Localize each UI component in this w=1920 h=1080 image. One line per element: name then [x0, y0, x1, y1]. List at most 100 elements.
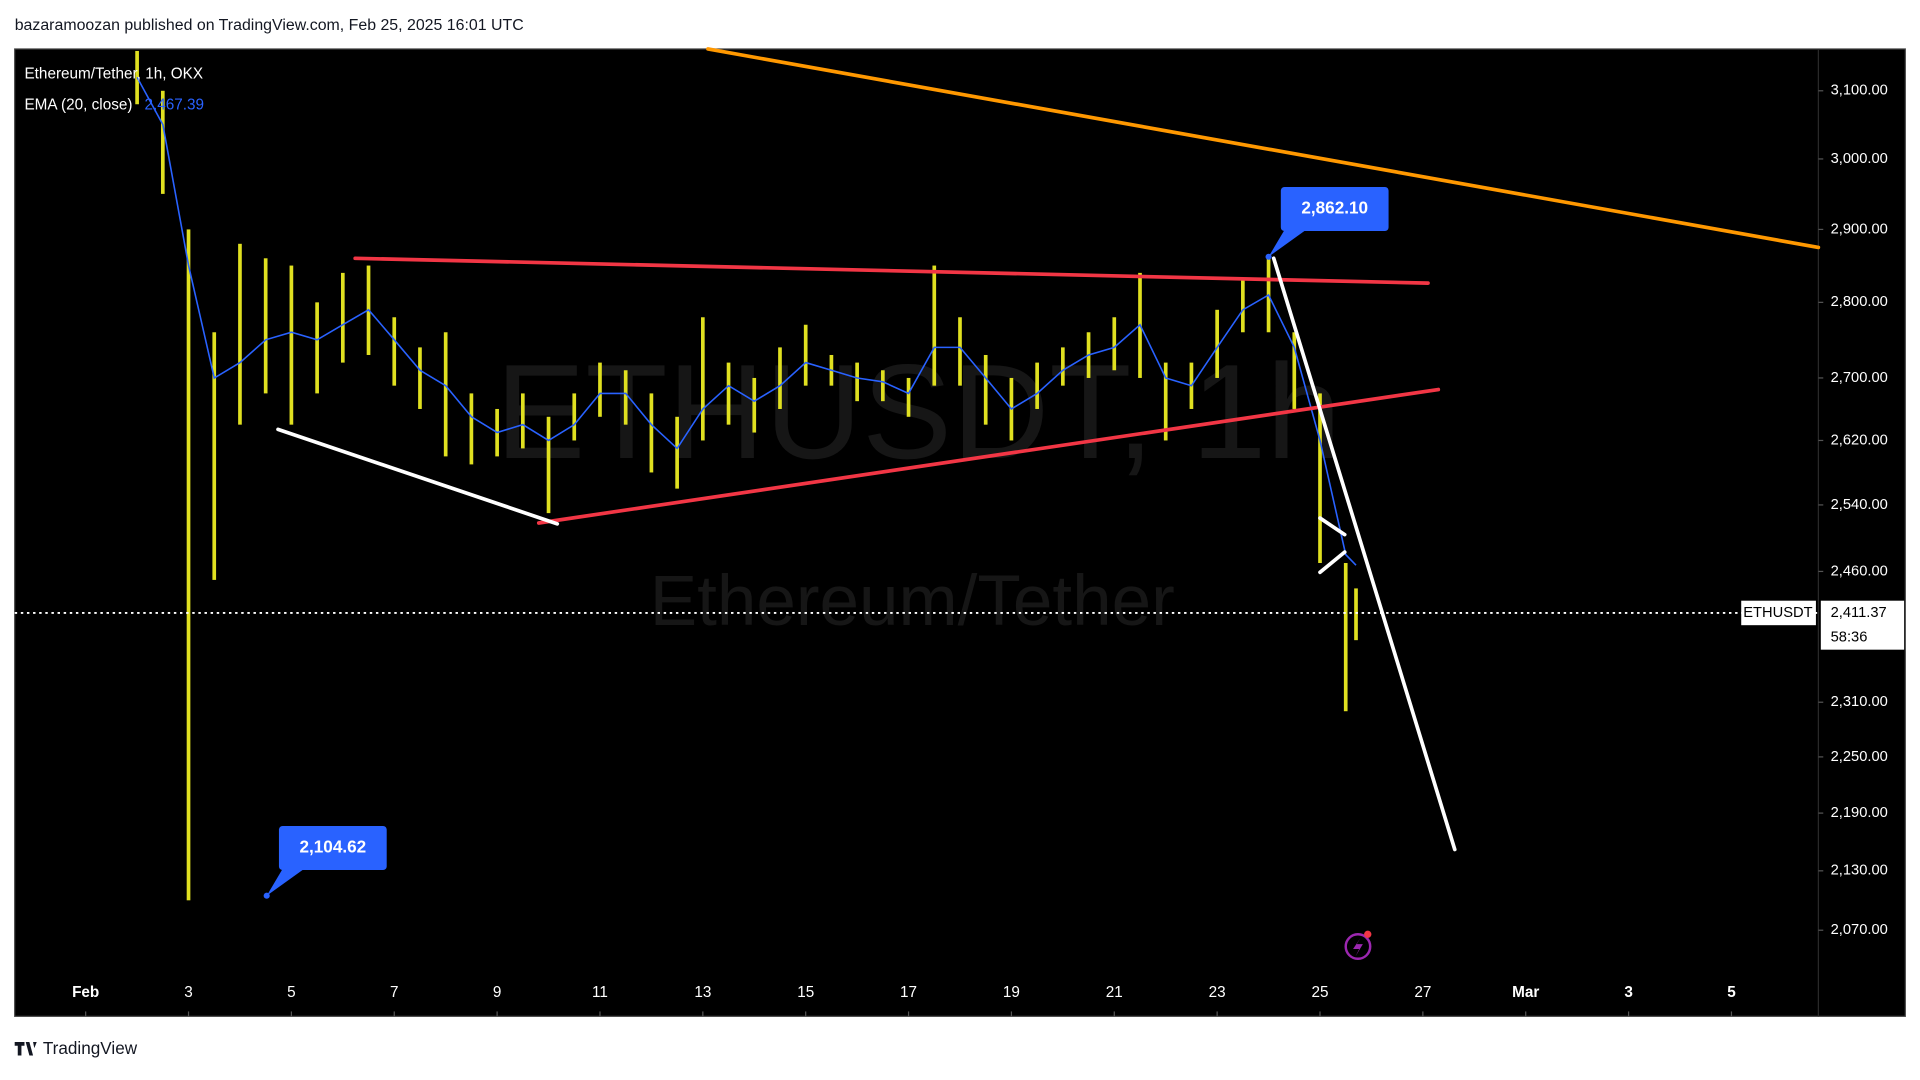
price-bar	[958, 317, 962, 386]
callout-box	[278, 825, 387, 871]
price-bar	[443, 332, 448, 457]
x-tick-label: 21	[1106, 984, 1123, 1001]
price-bar	[1354, 588, 1358, 641]
price-bar	[700, 317, 705, 441]
price-bar	[778, 347, 782, 409]
trend-line	[706, 47, 1821, 250]
symbol-label: ETHUSDT	[1743, 605, 1812, 621]
price-bar	[803, 324, 808, 386]
x-tick-label: 19	[1003, 984, 1020, 1001]
y-tick-label: 3,000.00	[1831, 151, 1888, 167]
legend-ema-value: 2,467.39	[144, 96, 204, 113]
y-tick-label: 2,070.00	[1831, 922, 1888, 938]
price-bar	[469, 393, 474, 465]
alert-icon	[1344, 930, 1372, 960]
callout-point	[1265, 253, 1272, 260]
price-bar	[598, 362, 602, 417]
x-tick-label: 5	[287, 984, 296, 1001]
x-tick-label: 11	[592, 984, 608, 1001]
callout-point	[263, 892, 270, 899]
price-bar	[675, 416, 679, 489]
callout-pointer	[266, 862, 306, 896]
y-tick-label: 3,100.00	[1831, 83, 1888, 99]
y-tick-label: 2,700.00	[1831, 370, 1888, 386]
y-tick-label: 2,900.00	[1831, 221, 1888, 237]
price-bar	[238, 243, 242, 425]
alert-circle	[1344, 933, 1372, 960]
price-bar	[855, 362, 859, 402]
brand-logo	[14, 1042, 37, 1056]
price-bar	[1163, 362, 1168, 441]
price-bar	[263, 258, 268, 394]
x-tick-label: Mar	[1512, 984, 1539, 1001]
price-bar	[906, 377, 911, 417]
price-bar	[418, 347, 422, 409]
price-bar	[1343, 563, 1348, 712]
byline: bazaramoozan published on TradingView.co…	[15, 17, 524, 34]
price-bar	[1035, 362, 1039, 409]
price-bar	[1215, 309, 1219, 378]
y-tick-label: 2,130.00	[1831, 863, 1888, 879]
callout-pointer	[1268, 223, 1308, 257]
x-tick-label: 27	[1414, 984, 1431, 1001]
brand-name: TradingView	[43, 1038, 138, 1058]
countdown-label: 58:36	[1831, 629, 1868, 645]
symbol-badge	[1741, 600, 1816, 626]
ema-line	[136, 77, 1357, 566]
trend-line	[276, 427, 560, 526]
legend-ema: EMA (20, close)	[24, 96, 132, 113]
price-bar	[572, 393, 577, 441]
price-bar	[212, 332, 217, 580]
trend-line	[1318, 550, 1347, 575]
callout-box	[1280, 186, 1389, 232]
plot: 3,100.00 3,000.00 2,900.00 2,800.00 2,700.00…	[14, 47, 1905, 1017]
price-bar	[726, 362, 731, 425]
watermark-subtitle: Ethereum/Tether	[650, 562, 1175, 641]
y-tick-label: 2,460.00	[1831, 563, 1888, 579]
price-bar	[1112, 317, 1117, 371]
price-bar	[520, 393, 525, 449]
x-tick-label: 9	[493, 984, 502, 1001]
x-tick-label: 15	[797, 984, 814, 1001]
price-bar	[160, 90, 165, 194]
y-tick-label: 2,190.00	[1831, 805, 1888, 821]
chart-title: Ethereum/Tether, 1h, OKX	[24, 66, 203, 83]
trend-line	[1271, 256, 1457, 852]
price-bar	[932, 265, 937, 386]
price-badge	[1820, 600, 1905, 650]
x-tick-label: 3	[1624, 984, 1633, 1001]
x-tick-label: 25	[1311, 984, 1328, 1001]
price-bar	[623, 370, 628, 425]
price-bar	[546, 416, 551, 514]
brand: TradingView	[14, 1038, 138, 1058]
y-tick-label: 2,620.00	[1831, 432, 1888, 448]
price-bar	[983, 354, 988, 425]
x-tick-label: 17	[900, 984, 917, 1001]
x-tick-label: 3	[184, 984, 193, 1001]
x-tick-label: 13	[694, 984, 711, 1001]
trend-line	[1318, 516, 1347, 537]
y-tick-label: 2,540.00	[1831, 497, 1888, 513]
price-bar	[1061, 347, 1065, 386]
price-bar	[289, 265, 294, 425]
x-tick-label: 5	[1727, 984, 1736, 1001]
price-bar	[752, 377, 757, 433]
price-bar	[1241, 280, 1245, 333]
price-bar	[340, 272, 345, 363]
alert-dot	[1364, 930, 1372, 938]
x-tick-label: 23	[1209, 984, 1226, 1001]
x-tick-label: Feb	[72, 984, 99, 1001]
trend-line	[536, 387, 1441, 525]
price-bar	[881, 370, 885, 402]
price-bar	[1318, 393, 1322, 564]
y-tick-label: 2,250.00	[1831, 749, 1888, 765]
trend-line	[353, 256, 1430, 285]
y-tick-label: 2,800.00	[1831, 294, 1888, 310]
callout-label: 2,862.10	[1301, 198, 1368, 218]
y-tick-label: 2,310.00	[1831, 694, 1888, 710]
watermark: ETHUSDT, 1h	[495, 336, 1341, 487]
price-bar	[186, 229, 191, 901]
